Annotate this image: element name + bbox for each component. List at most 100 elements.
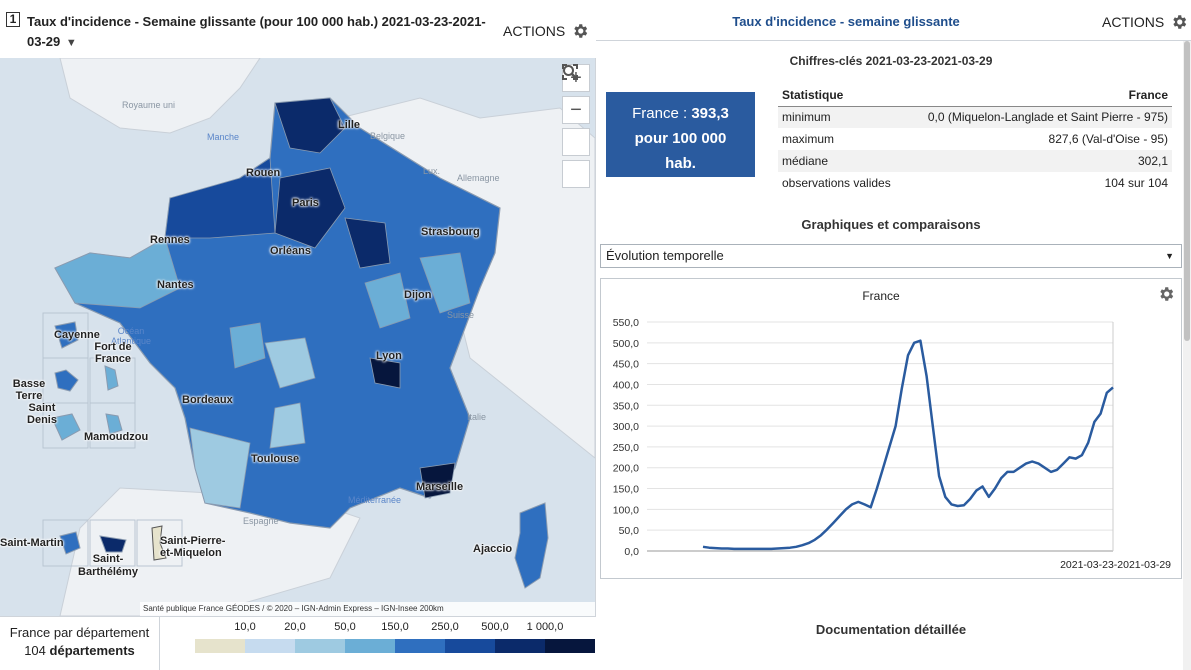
uk-land [59, 58, 261, 134]
saint-barthelemy[interactable] [99, 535, 127, 553]
chart-y-tick-label: 500,0 [613, 338, 639, 350]
legend-color-swatch[interactable] [345, 639, 395, 653]
kpi-line1: France : 393,3 [606, 101, 755, 126]
chart-y-tick-label: 50,0 [619, 525, 640, 537]
label-lux: Lux. [423, 166, 441, 176]
region-bourgogne[interactable] [364, 272, 411, 329]
legend-caption-box: France par département 104 départements [0, 617, 160, 670]
gear-icon[interactable] [1157, 285, 1175, 303]
legend-count: 104 départements [0, 643, 159, 658]
label-allemagne: Allemagne [457, 173, 500, 183]
stats-value: 827,6 (Val-d'Oise - 95) [1048, 132, 1168, 146]
reunion[interactable] [51, 413, 81, 441]
chart-y-tick-label: 150,0 [613, 484, 639, 496]
chart-type-select[interactable]: Évolution temporelle ▼ [600, 244, 1182, 268]
corsica[interactable] [514, 502, 549, 589]
table-row: médiane 302,1 [778, 150, 1172, 172]
chart-x-label: 2021-03-23-2021-03-29 [1060, 559, 1171, 571]
map-title-text: Taux d'incidence - Semaine glissante (po… [27, 14, 486, 49]
search-button[interactable] [562, 65, 590, 156]
saint-martin[interactable] [59, 531, 81, 555]
legend-tick-label: 50,0 [334, 621, 356, 633]
gear-icon [574, 24, 588, 38]
city-label-toulouse: Toulouse [251, 453, 300, 465]
map-actions-button[interactable]: ACTIONS [503, 22, 589, 40]
region-dark-east[interactable] [344, 217, 391, 269]
legend-count-number: 104 [24, 643, 46, 658]
region-lyon[interactable] [369, 357, 401, 389]
overseas-label-mamoudzou: Mamoudzou [84, 431, 149, 443]
label-mediterranee: Méditerranée [348, 495, 402, 505]
overseas-label-cayenne: Cayenne [54, 329, 100, 341]
scrollbar[interactable] [1183, 41, 1191, 670]
saint-pierre-et-miquelon[interactable] [151, 525, 167, 561]
region-franche-comte[interactable] [419, 252, 471, 314]
legend-tick-label: 250,0 [431, 621, 459, 633]
legend-color-swatch[interactable] [395, 639, 445, 653]
region-ile-de-france[interactable] [274, 167, 346, 249]
stats-label: observations valides [782, 176, 891, 190]
legend-color-swatch[interactable] [195, 639, 245, 653]
chart-y-tick-label: 0,0 [624, 546, 639, 558]
city-label-marseille: Marseille [416, 481, 464, 493]
charts-section-title: Graphiques et comparaisons [801, 217, 981, 232]
chart-container: 0,0 50,0 100,0 150,0 200,0 250,0 300,0 350,0 400… [600, 278, 1182, 579]
region-centre-west[interactable] [229, 322, 266, 369]
map-attribution: Santé publique France GÉODES / © 2020 – … [140, 602, 595, 616]
zoom-out-button[interactable]: − [562, 96, 590, 124]
legend-color-swatch[interactable] [245, 639, 295, 653]
label-espagne: Espagne [243, 516, 279, 526]
city-label-nantes: Nantes [157, 279, 194, 291]
guadeloupe[interactable] [54, 369, 79, 392]
chart-title: France [862, 289, 900, 303]
scrollbar-thumb[interactable] [1184, 41, 1190, 341]
city-label-dijon: Dijon [404, 289, 432, 301]
city-label-strasbourg: Strasbourg [421, 226, 480, 238]
kpi-prefix: France : [632, 105, 692, 122]
region-nord[interactable] [274, 97, 346, 154]
fullscreen-button[interactable] [562, 64, 590, 188]
legend-color-bar [195, 639, 595, 653]
region-light-center[interactable] [264, 337, 316, 389]
region-marseille[interactable] [419, 462, 456, 499]
overseas-label-saint-barthelemy: Saint-Barthélémy [78, 553, 138, 578]
chart-y-tick-label: 450,0 [613, 359, 639, 371]
table-row: observations valides 104 sur 104 [778, 172, 1172, 194]
city-label-ajaccio: Ajaccio [473, 543, 513, 555]
kpi-line3: hab. [665, 155, 696, 172]
map-canvas [42, 58, 595, 616]
stats-header-statistique: Statistique [778, 84, 905, 107]
stats-value: 302,1 [904, 150, 1172, 172]
map-number-badge[interactable]: 1 [6, 12, 20, 27]
chevron-down-icon[interactable]: ▼ [65, 37, 77, 49]
city-label-rennes: Rennes [150, 234, 190, 246]
legend-color-swatch[interactable] [295, 639, 345, 653]
kpi-line2: pour 100 000 [634, 130, 727, 147]
stats-header: Taux d'incidence - semaine glissante ACT… [596, 0, 1191, 41]
kpi-value: 393,3 [691, 105, 729, 122]
city-label-bordeaux: Bordeaux [182, 394, 233, 406]
guyane[interactable] [54, 321, 79, 349]
region-light-mid[interactable] [269, 402, 306, 449]
stats-actions-label: ACTIONS [1102, 14, 1165, 30]
label-royaume-uni: Royaume uni [122, 100, 176, 110]
stats-panel-title: Taux d'incidence - semaine glissante [732, 14, 960, 29]
chart-y-tick-label: 100,0 [613, 504, 639, 516]
martinique[interactable] [104, 365, 119, 391]
map-title[interactable]: Taux d'incidence - Semaine glissante (po… [27, 12, 497, 53]
legend-color-swatch[interactable] [545, 639, 595, 653]
legend-color-swatch[interactable] [445, 639, 495, 653]
stats-value: 104 sur 104 [1104, 176, 1168, 190]
region-bretagne[interactable] [54, 237, 181, 309]
stats-panel: Taux d'incidence - semaine glissante ACT… [596, 0, 1191, 670]
map-actions-label: ACTIONS [503, 23, 566, 39]
region-light-sw[interactable] [189, 427, 251, 509]
stats-header-row: Statistique France [778, 84, 1172, 107]
label-italie: Italie [467, 412, 487, 422]
legend-color-swatch[interactable] [495, 639, 545, 653]
stats-actions-button[interactable]: ACTIONS [1102, 13, 1188, 31]
mayotte[interactable] [105, 413, 123, 435]
legend-tick-label: 20,0 [284, 621, 306, 633]
chart-y-tick-label: 400,0 [613, 379, 639, 391]
choropleth-map[interactable]: Royaume uni Belgique Lux. Allemagne Suis… [0, 58, 595, 616]
